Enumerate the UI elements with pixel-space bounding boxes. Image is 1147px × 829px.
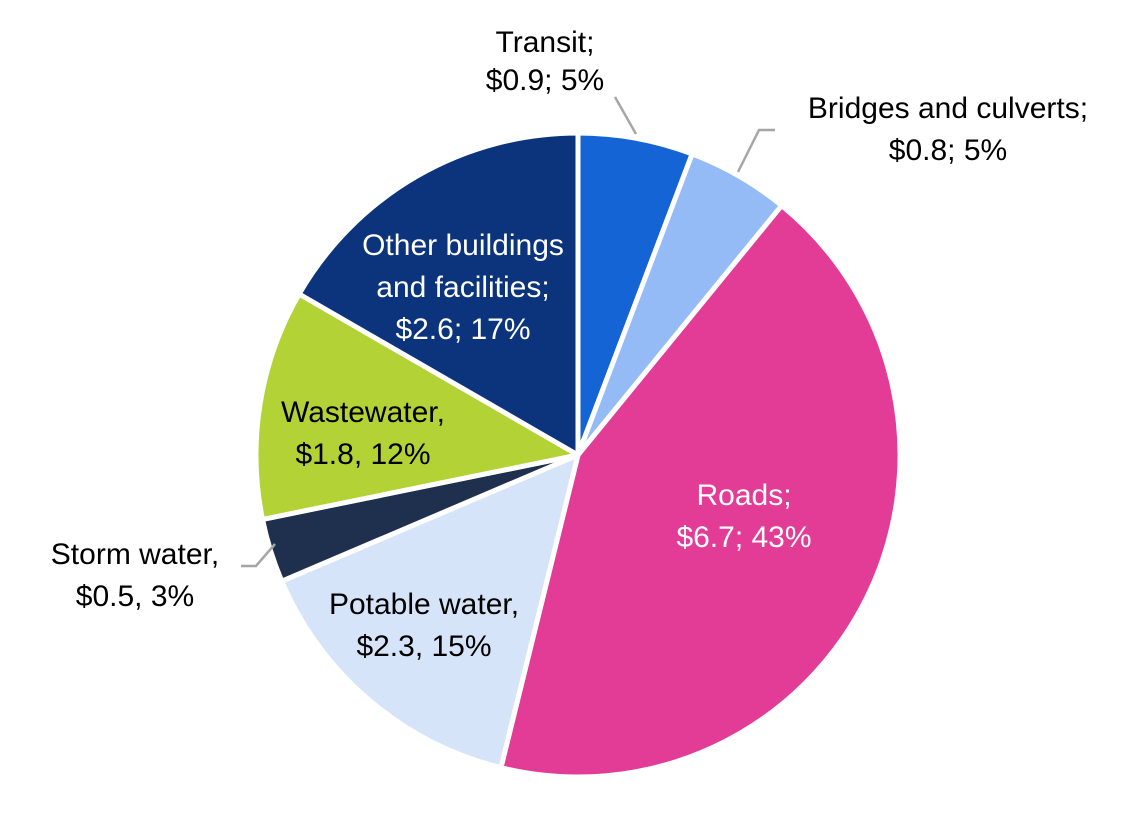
slices-layer [253,130,903,780]
slice-roads [498,203,903,780]
slice-label-potable-water: Potable water, $2.3, 15% [329,588,519,663]
leader-line-storm-water [241,543,276,568]
slice-label-line: Storm water, [51,538,219,571]
slice-label-other-buildings-and-facilities: Other buildings and facilities; $2.6; 17% [362,229,564,346]
slice-label-storm-water: Storm water, $0.5, 3% [51,538,219,613]
slice-label-line: Bridges and culverts; [808,92,1088,125]
slice-wastewater [253,291,581,522]
slice-label-line: Roads; [696,479,791,512]
slice-label-line: $6.7; 43% [676,521,811,554]
slice-potable-water [279,452,581,771]
slice-label-line: and facilities; [376,271,549,304]
slice-label-bridges-and-culverts: Bridges and culverts; $0.8; 5% [808,92,1088,167]
slice-label-line: $2.6; 17% [395,313,530,346]
slice-label-transit: Transit; $0.9; 5% [486,26,604,97]
slice-label-line: Wastewater, [281,396,445,429]
slice-label-line: $1.8, 12% [295,438,430,471]
leader-line-transit [613,96,638,135]
slice-label-line: Transit; [496,26,595,59]
slice-label-line: $0.8; 5% [889,134,1007,167]
slice-label-roads: Roads; $6.7; 43% [676,479,811,554]
leader-line-bridges-and-culverts [736,128,775,173]
slice-label-line: Other buildings [362,229,564,262]
slice-label-line: $2.3, 15% [356,630,491,663]
slice-label-line: $0.5, 3% [76,580,194,613]
labels-layer: Transit; $0.9; 5% Bridges and culverts; $0.… [51,26,1088,663]
slice-label-line: Potable water, [329,588,519,621]
slice-label-line: $0.9; 5% [486,64,604,97]
slice-label-wastewater: Wastewater, $1.8, 12% [281,396,445,471]
leader-lines-layer [241,96,775,568]
slice-other-buildings-and-facilities [296,130,581,458]
